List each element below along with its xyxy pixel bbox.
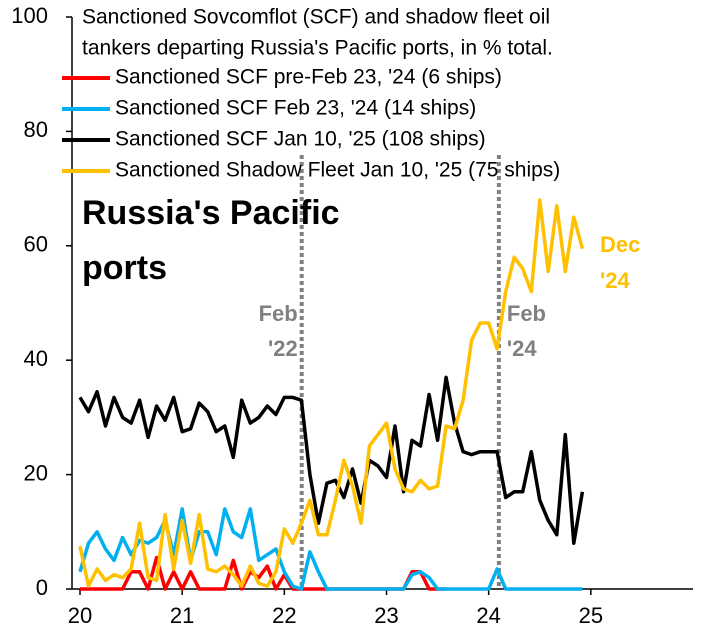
end-label: '24 — [600, 268, 630, 293]
y-tick-label: 100 — [11, 3, 48, 28]
x-tick-label: 20 — [68, 603, 92, 628]
legend-label: Sanctioned SCF Jan 10, '25 (108 ships) — [115, 128, 486, 151]
series-line — [78, 375, 585, 545]
series-line — [78, 198, 585, 588]
event-label: Feb — [507, 301, 546, 326]
x-tick-label: 24 — [476, 603, 500, 628]
end-label: Dec — [600, 232, 640, 257]
x-tick-label: 22 — [272, 603, 296, 628]
y-tick-label: 80 — [24, 117, 48, 142]
legend-label: Sanctioned Shadow Fleet Jan 10, '25 (75 … — [115, 159, 560, 182]
x-tick-label: 25 — [579, 603, 603, 628]
chart-title: tankers departing Russia's Pacific ports… — [82, 37, 553, 60]
annotation: ports — [82, 249, 167, 287]
y-tick-label: 40 — [24, 346, 48, 371]
legend-label: Sanctioned SCF Feb 23, '24 (14 ships) — [115, 97, 476, 120]
y-tick-label: 0 — [36, 575, 48, 600]
annotation: Russia's Pacific — [82, 194, 340, 232]
y-tick-label: 20 — [24, 460, 48, 485]
x-tick-label: 23 — [374, 603, 398, 628]
event-label: Feb — [259, 301, 298, 326]
y-tick-label: 60 — [24, 232, 48, 257]
event-label: '24 — [507, 336, 537, 361]
chart-title: Sanctioned Sovcomflot (SCF) and shadow f… — [82, 6, 550, 29]
legend-label: Sanctioned SCF pre-Feb 23, '24 (6 ships) — [115, 66, 502, 89]
event-label: '22 — [268, 336, 298, 361]
x-tick-label: 21 — [170, 603, 194, 628]
